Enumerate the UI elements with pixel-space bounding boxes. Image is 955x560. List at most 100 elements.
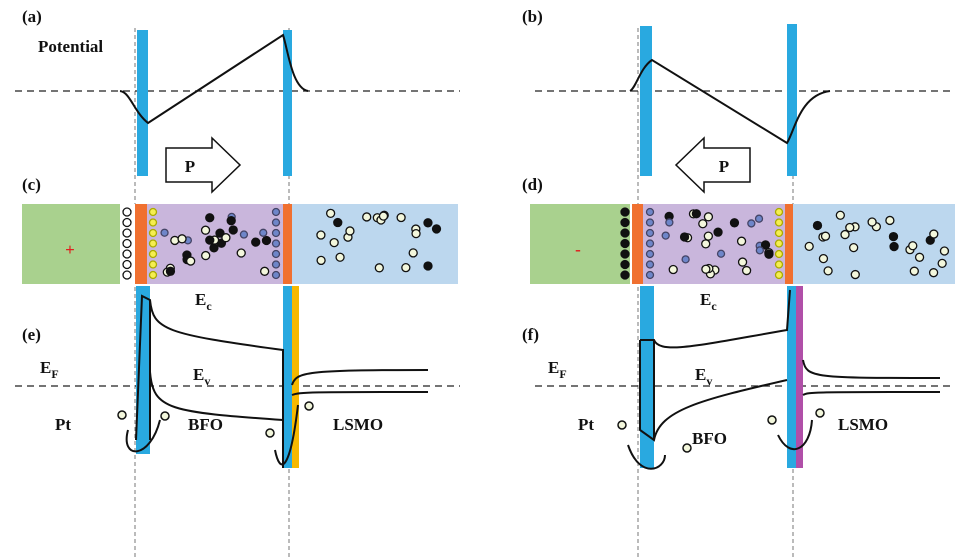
carrier <box>201 250 211 261</box>
carrier <box>122 270 132 280</box>
carrier <box>716 249 726 258</box>
carrier <box>401 263 411 273</box>
symbol: E <box>700 290 711 309</box>
carrier <box>774 228 784 238</box>
charge-sign: + <box>65 240 75 259</box>
interface <box>283 204 292 284</box>
carrier <box>620 228 630 238</box>
layer-label: Pt <box>578 415 594 434</box>
interface-layer <box>292 286 299 468</box>
carrier <box>885 215 895 226</box>
carrier <box>835 210 845 220</box>
carrier <box>226 216 236 226</box>
carrier <box>148 228 158 238</box>
gap <box>630 204 632 284</box>
carrier <box>396 212 406 223</box>
panel-label: (c) <box>22 175 41 194</box>
carrier <box>316 230 326 240</box>
carrier <box>423 218 433 228</box>
subscript: c <box>206 299 212 313</box>
band-label: Ev <box>193 365 210 388</box>
carrier <box>774 207 784 217</box>
layer-label: BFO <box>692 429 727 448</box>
carrier <box>236 248 246 258</box>
carrier <box>908 241 918 251</box>
carrier <box>160 228 169 237</box>
carrier <box>122 238 132 249</box>
carrier <box>661 231 670 240</box>
carrier <box>774 270 784 280</box>
carrier <box>755 246 764 255</box>
polarization-arrow <box>674 136 751 194</box>
carrier <box>423 261 433 271</box>
carrier <box>645 260 655 269</box>
carrier <box>713 227 723 237</box>
carrier <box>620 238 630 249</box>
carrier <box>271 239 281 248</box>
carrier <box>928 268 939 278</box>
interface-layer <box>640 286 654 468</box>
carrier <box>165 266 176 276</box>
potential-curve <box>119 33 309 125</box>
carrier <box>804 241 814 252</box>
symbol: E <box>193 365 204 384</box>
carrier <box>148 207 158 217</box>
polarization-label: P <box>719 157 729 176</box>
carrier <box>378 211 389 221</box>
carrier <box>691 209 702 219</box>
interface-layer <box>283 30 292 176</box>
carrier <box>362 212 372 222</box>
axis-label: Potential <box>38 37 103 56</box>
carrier <box>754 214 764 223</box>
carrier <box>271 270 281 280</box>
charge-sign: - <box>575 240 581 259</box>
carrier <box>774 239 784 248</box>
interface-layer <box>283 286 292 468</box>
carrier <box>325 208 336 218</box>
carrier <box>239 230 249 239</box>
carriers <box>122 207 442 280</box>
carrier <box>703 231 713 241</box>
carrier <box>845 222 855 233</box>
subscript: F <box>559 367 566 381</box>
arrow-path <box>627 444 666 470</box>
carrier <box>335 252 345 262</box>
layer-label: LSMO <box>838 415 888 434</box>
carrier <box>620 207 630 217</box>
carrier <box>840 229 850 240</box>
interface-layer <box>787 286 796 468</box>
carrier <box>747 219 756 228</box>
carrier <box>645 270 655 280</box>
symbol: E <box>548 358 559 377</box>
band-label: Ev <box>695 365 712 388</box>
carrier <box>411 228 421 239</box>
band-label: EF <box>548 358 567 381</box>
carrier <box>620 249 630 259</box>
arrow-path <box>125 419 161 453</box>
carrier <box>701 264 711 274</box>
carrier <box>850 269 860 280</box>
carrier <box>259 228 268 237</box>
band-edge <box>802 359 941 396</box>
band-label: Ec <box>195 290 212 313</box>
carrier <box>820 231 831 241</box>
carrier <box>760 240 771 250</box>
carrier <box>764 249 774 259</box>
electrode <box>22 204 120 284</box>
interface <box>632 204 643 284</box>
guides <box>134 28 794 560</box>
carrier <box>849 242 859 253</box>
carrier <box>215 228 225 238</box>
carrier <box>937 258 947 269</box>
carrier <box>645 249 655 259</box>
carrier <box>271 207 281 217</box>
carrier <box>774 218 784 227</box>
carrier <box>148 260 158 269</box>
band-edge <box>291 369 429 396</box>
layer-label: LSMO <box>333 415 383 434</box>
subscript: v <box>706 374 712 388</box>
carrier <box>186 256 196 266</box>
carrier <box>345 226 355 236</box>
carrier <box>698 219 708 229</box>
carrier <box>408 248 418 258</box>
